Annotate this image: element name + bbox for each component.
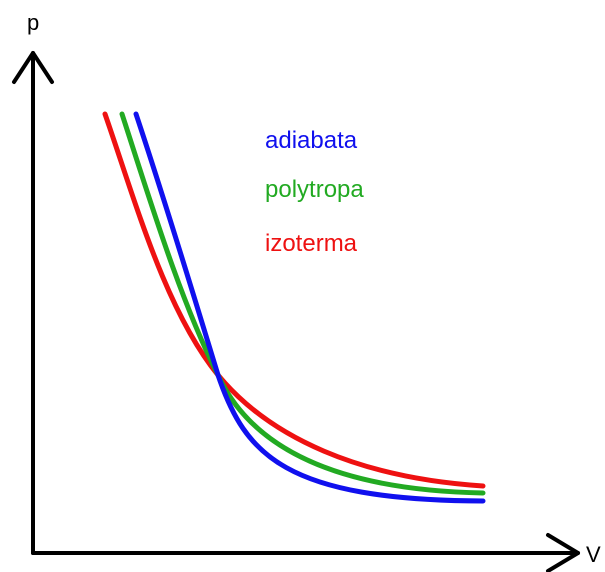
adiabata-curve (133, 111, 486, 504)
legend-adiabata: adiabata (265, 127, 358, 154)
x-axis-arrowhead (546, 533, 580, 572)
y-axis-arrowhead (12, 51, 54, 84)
x-axis-label: V (586, 542, 601, 567)
legend-izoterma: izoterma (265, 230, 358, 257)
izoterma-curve (102, 111, 486, 489)
y-axis-label: p (27, 10, 40, 35)
legend-polytropa: polytropa (265, 176, 364, 203)
